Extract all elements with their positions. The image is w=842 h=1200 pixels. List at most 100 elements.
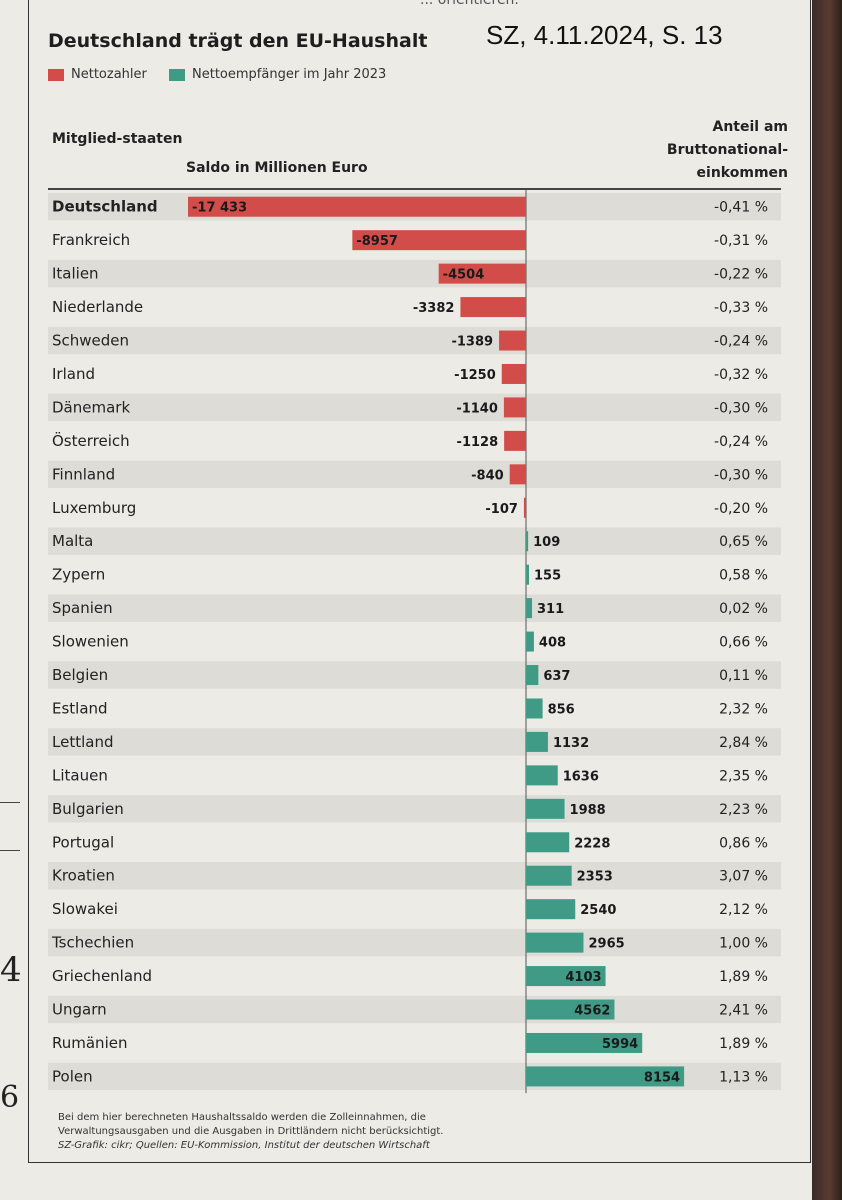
share-label: -0,22 % [714, 267, 768, 283]
row-band [48, 928, 781, 957]
category-label: Rumänien [52, 1034, 127, 1052]
share-label: 2,84 % [719, 735, 768, 751]
category-label: Schweden [52, 332, 129, 350]
row-band [48, 594, 781, 622]
footnote: Bei dem hier berechneten Haushaltssaldo … [58, 1112, 444, 1137]
share-label: 0,65 % [719, 534, 768, 550]
receiver-swatch [169, 68, 185, 81]
bar [352, 230, 526, 251]
category-label: Spanien [52, 599, 113, 617]
value-label: 1636 [563, 769, 599, 784]
bar [526, 631, 534, 652]
share-label: -0,30 % [714, 400, 768, 416]
bar [526, 932, 584, 953]
category-label: Tschechien [51, 934, 134, 952]
category-label: Niederlande [52, 298, 143, 316]
legend-item-payer: Nettozahler [48, 67, 147, 82]
value-label: 2965 [588, 937, 624, 952]
share-label: 2,41 % [719, 1003, 768, 1019]
share-label: 1,00 % [719, 936, 768, 952]
share-label: 0,58 % [719, 568, 768, 584]
share-label: -0,33 % [714, 300, 768, 316]
bar [526, 1032, 643, 1053]
row-band [48, 661, 781, 689]
share-label: 2,32 % [719, 701, 768, 717]
column-header-saldo: Saldo in Millionen Euro [186, 160, 368, 176]
value-label: 5994 [602, 1037, 638, 1052]
background-edge [812, 0, 842, 1200]
category-label: Polen [52, 1067, 93, 1085]
bar [499, 330, 526, 351]
category-label: Estland [52, 699, 108, 717]
value-label: 408 [539, 636, 566, 651]
category-label: Slowenien [52, 633, 129, 651]
bar [460, 297, 526, 318]
margin-rule [0, 802, 20, 803]
row-band [48, 393, 781, 422]
category-label: Irland [52, 365, 95, 383]
category-label: Belgien [52, 666, 108, 684]
value-label: -107 [485, 502, 518, 517]
value-label: 4103 [565, 970, 601, 985]
bar [526, 765, 558, 786]
column-header-share: Anteil am Bruttonational-einkommen [666, 119, 788, 181]
chart-title: Deutschland trägt den EU-Haushalt [48, 30, 428, 52]
share-label: -0,24 % [714, 434, 768, 450]
bar [503, 397, 526, 418]
value-label: -3382 [413, 301, 455, 316]
category-label: Luxemburg [52, 499, 136, 517]
header-rule [48, 188, 781, 190]
column-header-country: Mitglied-staaten [52, 131, 183, 147]
value-label: 637 [543, 669, 570, 684]
share-label: -0,41 % [714, 200, 768, 216]
value-label: -8957 [356, 234, 398, 249]
category-label: Österreich [52, 431, 130, 450]
category-label: Frankreich [52, 231, 130, 249]
bar [526, 531, 529, 552]
category-label: Portugal [52, 833, 114, 851]
category-label: Kroatien [52, 867, 115, 885]
legend-item-receiver: Nettoempfänger im Jahr 2023 [169, 67, 386, 82]
row-band [48, 795, 781, 823]
share-label: 2,12 % [719, 902, 768, 918]
share-label: -0,20 % [714, 501, 768, 517]
legend: Nettozahler Nettoempfänger im Jahr 2023 [48, 67, 404, 85]
share-label: -0,32 % [714, 367, 768, 383]
value-label: 1132 [553, 736, 589, 751]
share-label: 1,89 % [719, 969, 768, 985]
category-label: Bulgarien [52, 800, 124, 818]
bar [526, 564, 530, 585]
bar [526, 966, 606, 987]
legend-label: Nettozahler [71, 67, 147, 82]
value-label: -1389 [451, 335, 493, 350]
value-label: -17 433 [192, 201, 247, 216]
bar [523, 497, 526, 518]
share-label: -0,31 % [714, 233, 768, 249]
category-label: Lettland [52, 733, 113, 751]
bar [526, 731, 548, 752]
payer-swatch [48, 68, 64, 81]
category-label: Malta [52, 532, 93, 550]
value-label: -1250 [454, 368, 496, 383]
category-label: Dänemark [52, 398, 130, 416]
value-label: 311 [537, 602, 564, 617]
value-label: 4562 [574, 1004, 610, 1019]
category-label: Ungarn [52, 1001, 107, 1019]
bar [526, 1066, 685, 1087]
value-label: 2228 [574, 836, 610, 851]
share-label: 0,11 % [719, 668, 768, 684]
row-band [48, 995, 781, 1024]
date-stamp: SZ, 4.11.2024, S. 13 [486, 20, 723, 50]
share-label: 1,89 % [719, 1036, 768, 1052]
margin-digit: 4 [0, 950, 22, 990]
bar [188, 196, 526, 217]
bar [438, 263, 526, 284]
value-label: 109 [533, 535, 560, 550]
category-label: Finnland [52, 465, 115, 483]
category-label: Italien [52, 265, 99, 283]
share-label: 0,86 % [719, 835, 768, 851]
margin-digit: 6 [0, 1080, 20, 1115]
share-label: 2,35 % [719, 768, 768, 784]
source-line: SZ-Grafik: cikr; Quellen: EU-Kommission,… [58, 1140, 430, 1151]
